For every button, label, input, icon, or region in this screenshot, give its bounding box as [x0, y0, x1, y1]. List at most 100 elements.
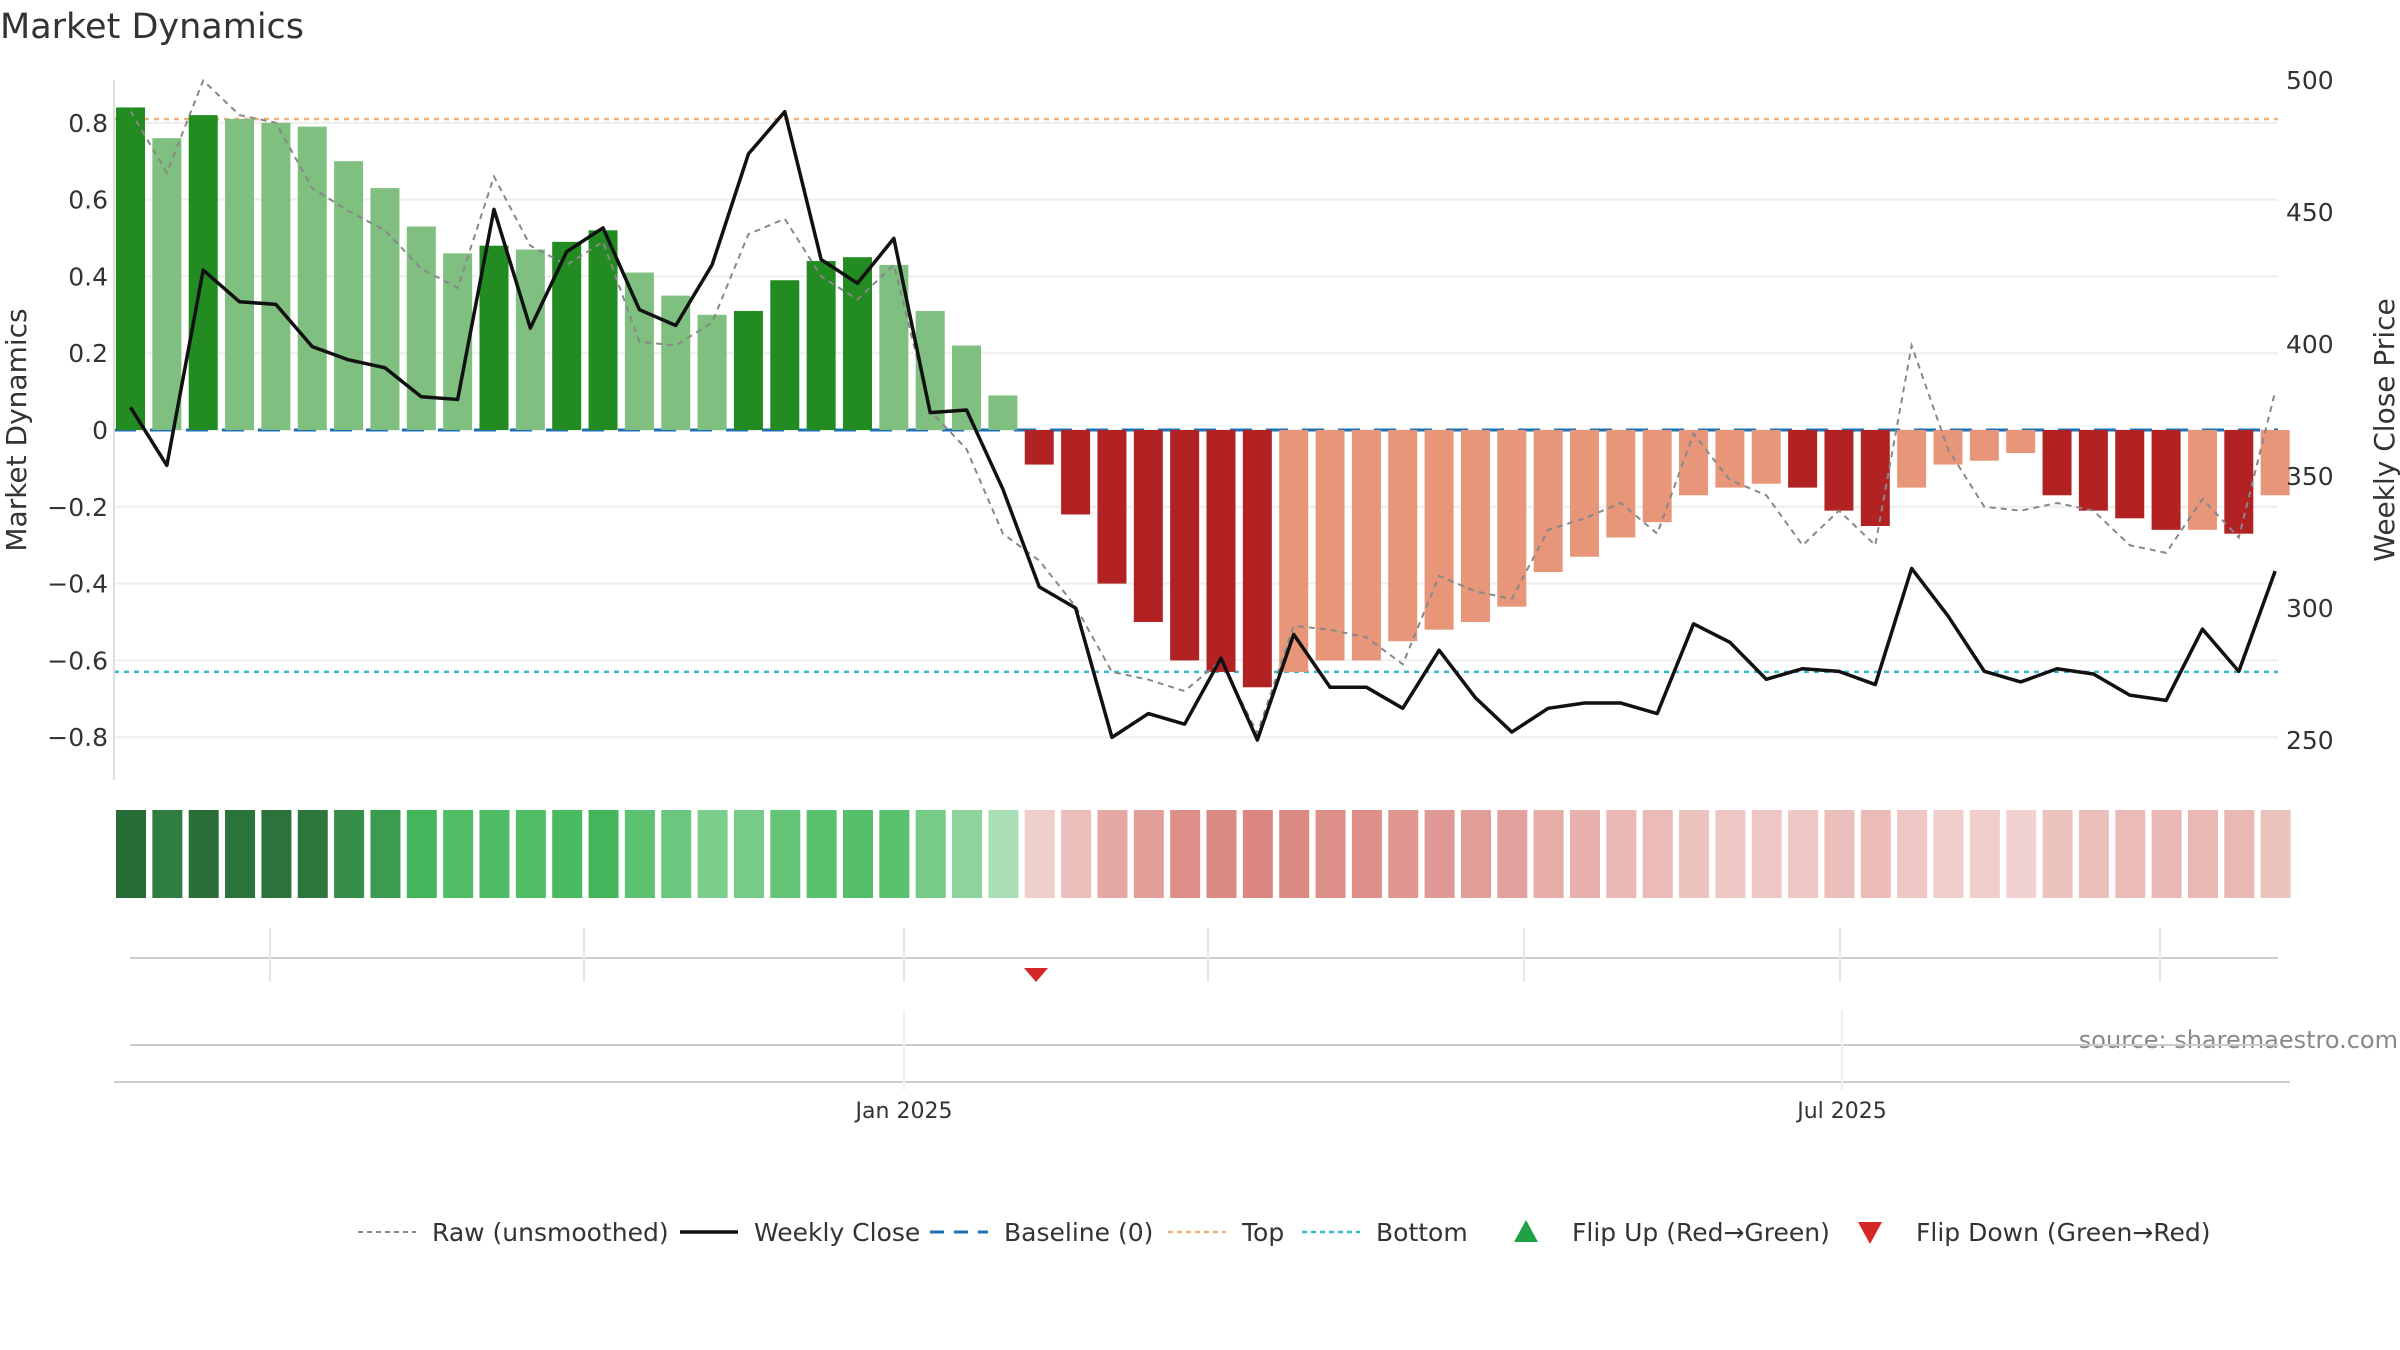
regime-cell: [515, 810, 546, 898]
dynamics-bar: [479, 245, 509, 430]
regime-cell: [1606, 810, 1637, 898]
regime-cell: [952, 810, 983, 898]
legend-item: Flip Down (Green→Red): [1858, 1218, 2211, 1247]
legend-item: Baseline (0): [930, 1218, 1153, 1247]
regime-cell: [1315, 810, 1346, 898]
regime-cell: [1170, 810, 1201, 898]
legend-item: Flip Up (Red→Green): [1514, 1218, 1830, 1247]
regime-cell: [2260, 810, 2291, 898]
dynamics-bar: [661, 295, 691, 430]
left-tick-label: −0.8: [47, 723, 108, 752]
right-tick-label: 400: [2286, 330, 2334, 359]
regime-cell: [915, 810, 946, 898]
dynamics-bar: [624, 272, 654, 430]
regime-cell: [2187, 810, 2218, 898]
regime-cell: [2006, 810, 2037, 898]
regime-cell: [1715, 810, 1746, 898]
flip-down-marker: [1024, 968, 1048, 982]
regime-cell: [1679, 810, 1710, 898]
regime-cell: [297, 810, 328, 898]
regime-cell: [1969, 810, 2000, 898]
regime-cell: [1388, 810, 1419, 898]
dynamics-bar: [2187, 430, 2217, 530]
regime-cell: [552, 810, 583, 898]
dynamics-bar: [2078, 430, 2108, 511]
regime-cell: [806, 810, 837, 898]
flip-up-legend-icon: [1514, 1220, 1538, 1242]
regime-cell: [733, 810, 764, 898]
flip-panel: [130, 928, 2278, 982]
regime-cell: [588, 810, 619, 898]
dynamics-bar: [1824, 430, 1854, 511]
dynamics-bar: [515, 249, 545, 430]
regime-cell: [624, 810, 655, 898]
dynamics-bar: [806, 261, 836, 430]
regime-cell: [1206, 810, 1237, 898]
regime-cell: [1570, 810, 1600, 898]
left-axis-ticks: 0.8 0.6 0.4 0.2 0 −0.2 −0.4 −0.6 −0.8: [47, 109, 108, 752]
dynamics-bar: [116, 107, 145, 430]
left-tick-label: −0.6: [47, 646, 108, 675]
dynamics-bar: [1715, 430, 1745, 488]
dynamics-bar: [1061, 430, 1091, 515]
right-axis-ticks: 500 450 400 350 300 250: [2286, 66, 2334, 755]
raw-line: [129, 78, 2277, 736]
left-tick-label: 0.6: [68, 186, 108, 215]
legend-label: Top: [1241, 1218, 1284, 1247]
dynamics-bar: [588, 230, 618, 430]
dynamics-bar: [1788, 430, 1818, 488]
dynamics-bar: [697, 314, 727, 430]
regime-cell: [334, 810, 365, 898]
left-tick-label: −0.2: [47, 493, 108, 522]
left-tick-label: −0.4: [47, 570, 108, 599]
legend: Raw (unsmoothed) Weekly Close Baseline (0)…: [358, 1218, 2211, 1247]
regime-cell: [2078, 810, 2109, 898]
regime-cell: [370, 810, 401, 898]
legend-item: Raw (unsmoothed): [358, 1218, 669, 1247]
dynamics-bar: [843, 257, 872, 430]
x-tick-label: Jan 2025: [854, 1099, 953, 1124]
dynamics-bar: [1424, 430, 1454, 630]
right-tick-label: 350: [2286, 462, 2334, 491]
regime-cell: [1279, 810, 1310, 898]
left-tick-label: 0: [92, 416, 108, 445]
regime-cell: [2151, 810, 2182, 898]
left-axis-label: Market Dynamics: [0, 308, 33, 551]
legend-label: Raw (unsmoothed): [432, 1218, 669, 1247]
right-tick-label: 300: [2286, 594, 2334, 623]
regime-cell: [116, 810, 146, 898]
regime-cell: [152, 810, 183, 898]
right-tick-label: 250: [2286, 726, 2334, 755]
regime-cell: [770, 810, 801, 898]
dynamics-bar: [1351, 430, 1381, 661]
x-axis-ticks: Jan 2025 Jul 2025: [854, 1010, 1887, 1124]
regime-cell: [697, 810, 728, 898]
regime-cell: [1133, 810, 1164, 898]
regime-cell: [879, 810, 910, 898]
dynamics-bar: [733, 310, 763, 430]
dynamics-bar: [152, 138, 182, 430]
raw-series-line: [129, 78, 2277, 736]
regime-cell: [1897, 810, 1928, 898]
left-tick-label: 0.4: [68, 262, 108, 291]
regime-cell: [1533, 810, 1564, 898]
regime-cell: [1424, 810, 1455, 898]
dynamics-bar: [370, 188, 400, 430]
regime-cell: [2115, 810, 2146, 898]
dynamics-bar: [1606, 430, 1636, 538]
flip-markers: [1024, 968, 1048, 982]
regime-cell: [443, 810, 474, 898]
regime-cell: [1788, 810, 1819, 898]
source-label: source: sharemaestro.com: [2079, 1026, 2398, 1054]
chart-title: Market Dynamics: [0, 7, 304, 47]
dynamics-bar: [1860, 430, 1890, 526]
dynamics-bar: [1024, 430, 1054, 465]
regime-cell: [225, 810, 256, 898]
right-tick-label: 450: [2286, 198, 2334, 227]
regime-cell: [188, 810, 219, 898]
dynamics-bar: [770, 280, 800, 430]
regime-cell: [1024, 810, 1055, 898]
regime-cell: [1860, 810, 1891, 898]
dynamics-bar: [952, 345, 982, 430]
regime-cell: [661, 810, 692, 898]
